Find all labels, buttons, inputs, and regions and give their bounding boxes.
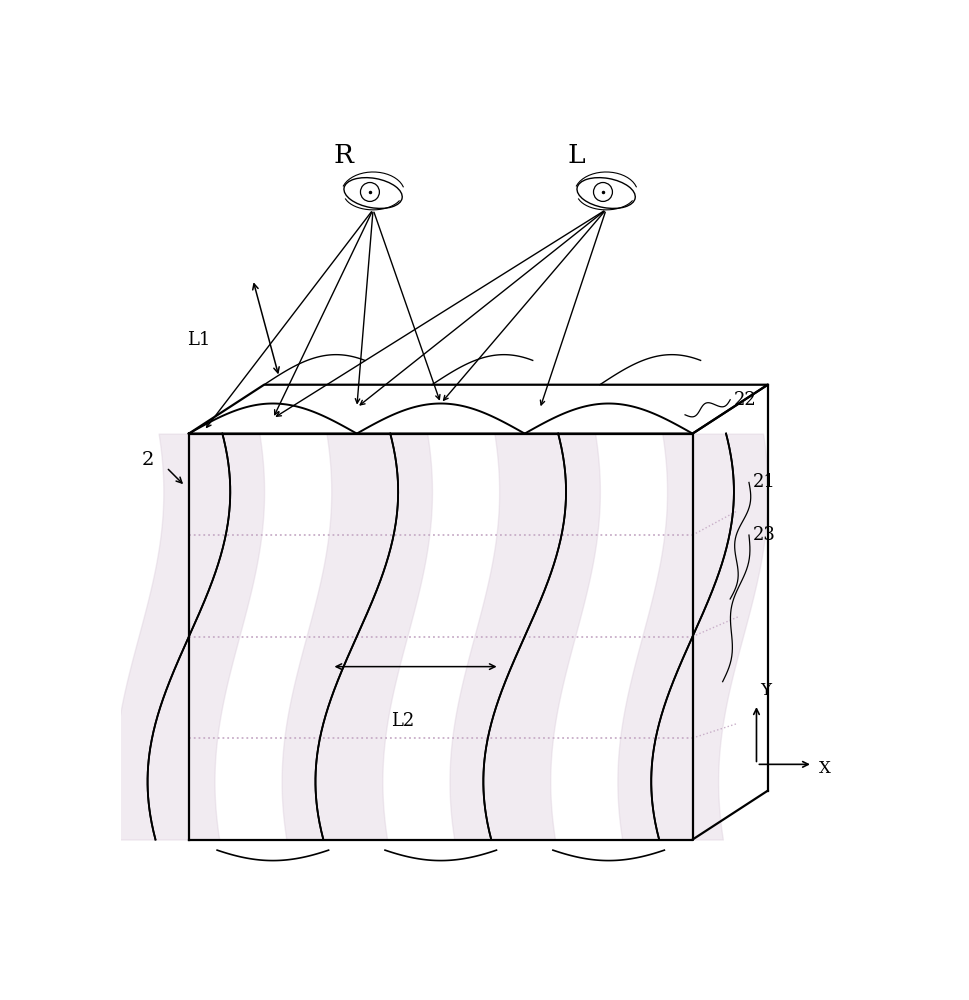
Text: Y: Y xyxy=(760,682,770,699)
Text: 23: 23 xyxy=(752,526,775,544)
Text: X: X xyxy=(818,760,829,777)
Text: L: L xyxy=(567,143,584,168)
Text: 21: 21 xyxy=(752,473,775,491)
Text: 2: 2 xyxy=(141,451,154,469)
Polygon shape xyxy=(189,434,692,840)
Text: L2: L2 xyxy=(391,712,415,730)
Text: R: R xyxy=(332,143,353,168)
Text: 22: 22 xyxy=(734,391,756,409)
Text: L1: L1 xyxy=(186,331,209,349)
